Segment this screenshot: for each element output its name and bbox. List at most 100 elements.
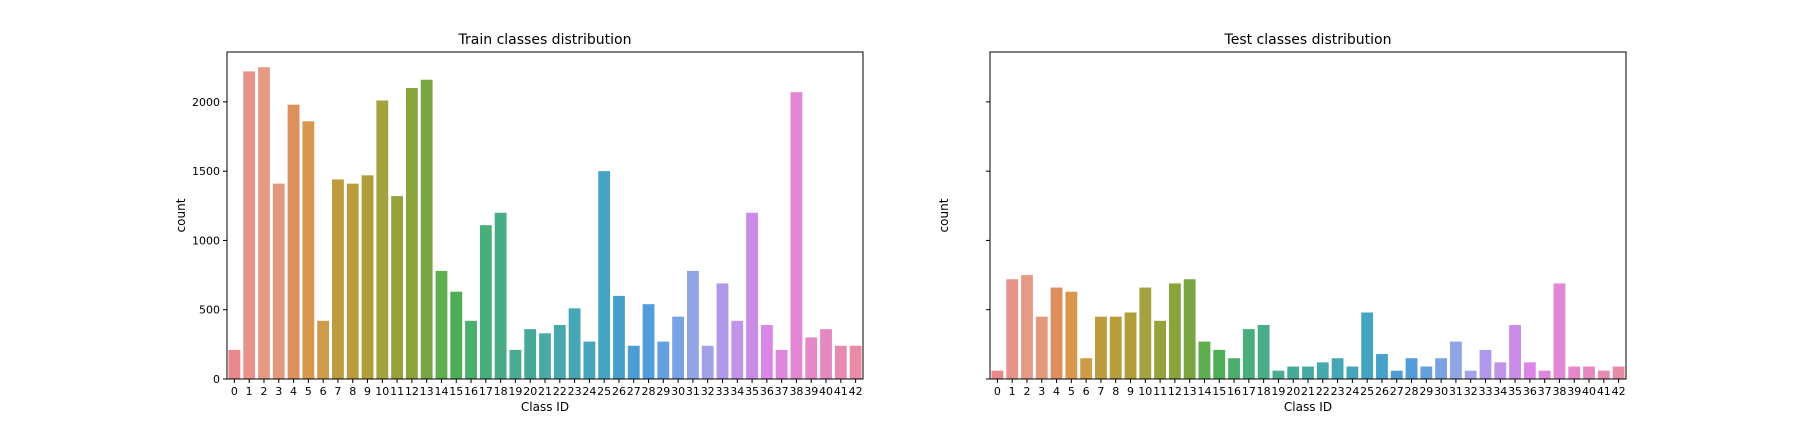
train-x-tick-label-32: 32	[701, 385, 715, 398]
test-bar-20	[1287, 366, 1300, 379]
test-x-tick-label-38: 38	[1552, 385, 1566, 398]
train-bar-34	[731, 320, 744, 379]
train-x-tick-label-29: 29	[656, 385, 670, 398]
train-bar-4	[287, 104, 300, 380]
test-bar-29	[1420, 366, 1433, 379]
train-bar-9	[361, 175, 374, 379]
train-bar-33	[716, 283, 729, 379]
test-x-tick-label-29: 29	[1419, 385, 1433, 398]
train-x-tick-label-16: 16	[464, 385, 478, 398]
train-x-tick-label-8: 8	[349, 385, 356, 398]
test-bar-36	[1523, 362, 1536, 379]
test-y-ticks	[986, 101, 990, 380]
test-bar-3	[1035, 316, 1048, 379]
train-x-tick-label-11: 11	[390, 385, 404, 398]
test-chart-title: Test classes distribution	[1224, 32, 1392, 48]
test-bar-15	[1213, 349, 1226, 379]
train-bar-5	[302, 121, 315, 379]
test-bar-9	[1124, 312, 1137, 379]
test-x-tick-label-12: 12	[1168, 385, 1182, 398]
train-bar-28	[642, 304, 655, 379]
test-bar-37	[1538, 370, 1551, 379]
train-x-tick-label-10: 10	[375, 385, 389, 398]
train-x-tick-label-35: 35	[745, 385, 759, 398]
train-x-tick-label-13: 13	[420, 385, 434, 398]
test-bar-26	[1376, 354, 1388, 379]
train-bar-25	[598, 171, 611, 379]
test-x-tick-label-11: 11	[1153, 385, 1167, 398]
test-x-tick-label-13: 13	[1183, 385, 1197, 398]
test-x-tick-label-42: 42	[1612, 385, 1626, 398]
test-x-tick-label-35: 35	[1508, 385, 1522, 398]
test-bar-39	[1568, 366, 1581, 379]
train-bar-30	[672, 316, 685, 379]
train-x-tick-label-7: 7	[334, 385, 341, 398]
train-x-tick-label-26: 26	[612, 385, 626, 398]
train-bar-3	[272, 183, 285, 379]
test-x-tick-label-30: 30	[1434, 385, 1448, 398]
train-x-tick-label-20: 20	[523, 385, 537, 398]
test-x-tick-label-20: 20	[1286, 385, 1300, 398]
train-x-tick-label-36: 36	[760, 385, 774, 398]
test-bar-0	[991, 370, 1004, 379]
train-chart: Train classes distribution Class ID coun…	[174, 32, 864, 414]
test-bar-25	[1361, 312, 1374, 379]
train-x-tick-label-37: 37	[775, 385, 789, 398]
test-bar-30	[1435, 358, 1448, 379]
train-bar-8	[346, 183, 359, 379]
train-x-tick-label-31: 31	[686, 385, 700, 398]
train-x-tick-label-9: 9	[364, 385, 371, 398]
test-bar-1	[1006, 279, 1019, 379]
train-bar-19	[509, 349, 522, 379]
train-bar-31	[686, 270, 699, 379]
train-x-tick-label-18: 18	[494, 385, 508, 398]
test-bar-32	[1464, 370, 1477, 379]
train-x-tick-label-34: 34	[730, 385, 744, 398]
train-x-tick-label-19: 19	[508, 385, 522, 398]
test-x-axis-label: Class ID	[1284, 400, 1332, 414]
test-x-tick-label-4: 4	[1053, 385, 1060, 398]
test-x-tick-label-3: 3	[1038, 385, 1045, 398]
train-x-tick-label-12: 12	[405, 385, 419, 398]
train-x-tick-label-33: 33	[715, 385, 729, 398]
train-bar-21	[539, 333, 551, 379]
train-bar-17	[479, 225, 492, 379]
test-bar-22	[1316, 362, 1329, 379]
test-bar-24	[1346, 366, 1359, 379]
test-plot-frame	[989, 51, 1627, 380]
test-bar-28	[1405, 358, 1418, 379]
test-x-tick-label-33: 33	[1478, 385, 1492, 398]
test-x-tick-label-21: 21	[1301, 385, 1315, 398]
test-x-tick-label-2: 2	[1023, 385, 1030, 398]
train-bar-18	[494, 212, 507, 379]
train-y-axis-label: count	[174, 198, 188, 232]
test-bar-23	[1331, 358, 1344, 379]
train-bar-2	[258, 67, 270, 380]
test-bar-42	[1612, 366, 1625, 379]
test-x-tick-label-26: 26	[1375, 385, 1389, 398]
test-bar-14	[1198, 341, 1211, 379]
test-x-tick-label-10: 10	[1138, 385, 1152, 398]
test-bar-33	[1479, 349, 1492, 379]
train-y-tick-label-1500: 1500	[192, 165, 220, 178]
train-bar-26	[613, 295, 625, 379]
test-x-tick-label-27: 27	[1390, 385, 1404, 398]
train-bar-40	[820, 329, 832, 379]
train-bar-16	[465, 320, 477, 379]
test-x-ticks: 0 1 2 3 4 5 6 7 8 9 10 11 12 13 14 15 16 17 18 19 20 21 22 23 24…	[994, 379, 1626, 398]
test-x-tick-label-19: 19	[1271, 385, 1285, 398]
test-bar-19	[1272, 370, 1285, 379]
train-bar-11	[391, 196, 404, 379]
train-x-tick-label-38: 38	[789, 385, 803, 398]
train-x-tick-label-6: 6	[320, 385, 327, 398]
train-bar-37	[775, 349, 788, 379]
train-bar-42	[849, 345, 862, 379]
train-bar-13	[420, 79, 433, 380]
train-y-ticks: 0 500 1000 1500 2000	[192, 96, 227, 386]
test-bar-8	[1109, 316, 1122, 379]
train-x-tick-label-39: 39	[804, 385, 818, 398]
train-x-tick-label-28: 28	[642, 385, 656, 398]
test-bar-31	[1449, 341, 1462, 379]
train-bar-14	[435, 270, 448, 379]
test-x-tick-label-37: 37	[1538, 385, 1552, 398]
